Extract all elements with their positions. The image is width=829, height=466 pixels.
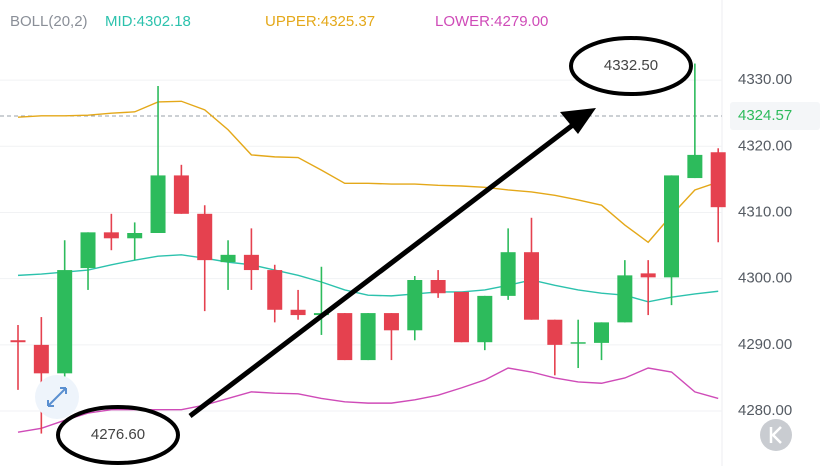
candle-body bbox=[430, 279, 446, 294]
candle-body bbox=[547, 319, 563, 345]
k-button[interactable] bbox=[760, 419, 792, 451]
y-tick-label: 4280.00 bbox=[738, 402, 792, 419]
y-tick-label: 4290.00 bbox=[738, 336, 792, 353]
candle-body bbox=[407, 279, 423, 331]
y-tick-label: 4320.00 bbox=[738, 137, 792, 154]
candle-body bbox=[383, 313, 399, 331]
legend-entry: LOWER:4279.00 bbox=[435, 13, 548, 30]
y-tick-label: 4300.00 bbox=[738, 270, 792, 287]
annotation-label: 4332.50 bbox=[604, 57, 658, 74]
candle-body bbox=[360, 313, 376, 361]
candle-body bbox=[80, 232, 96, 269]
candle-body bbox=[290, 309, 306, 316]
candle-body bbox=[687, 154, 703, 179]
candle-body bbox=[477, 295, 493, 343]
last-price-label: 4324.57 bbox=[738, 107, 792, 124]
indicator-name: BOLL(20,2) bbox=[10, 13, 88, 30]
annotation-label: 4276.60 bbox=[91, 426, 145, 443]
candle-body bbox=[617, 275, 633, 323]
legend-entry: MID:4302.18 bbox=[105, 13, 191, 30]
candle-body bbox=[150, 175, 166, 233]
candle-body bbox=[173, 175, 189, 214]
last-price-box bbox=[730, 102, 820, 131]
candle-body bbox=[220, 254, 236, 263]
arrow-line bbox=[188, 116, 584, 418]
candle-body bbox=[500, 252, 516, 296]
legend-entry: UPPER:4325.37 bbox=[265, 13, 375, 30]
expand-icon[interactable] bbox=[35, 375, 79, 419]
candle-body bbox=[570, 342, 586, 344]
candle-body bbox=[640, 273, 656, 278]
candle-body bbox=[127, 233, 143, 239]
legend: BOLL(20,2) MID:4302.18 UPPER:4325.37 LOWER… bbox=[10, 13, 548, 30]
y-tick-label: 4330.00 bbox=[738, 71, 792, 88]
candle-body bbox=[103, 232, 119, 239]
candle-body bbox=[664, 175, 680, 278]
candle-body bbox=[197, 213, 213, 261]
icon-glyph bbox=[47, 387, 67, 407]
candle-body bbox=[10, 340, 26, 343]
overlay: 4332.50 4276.60 bbox=[35, 36, 792, 465]
candle-body bbox=[337, 313, 353, 361]
candle-body bbox=[267, 270, 283, 310]
candle-body bbox=[594, 322, 609, 343]
k-button-bg[interactable] bbox=[760, 419, 792, 451]
band-line bbox=[17, 100, 719, 244]
candles bbox=[10, 63, 726, 434]
annotation-ellipse bbox=[56, 405, 180, 465]
candle-body bbox=[523, 252, 539, 320]
candle-body bbox=[710, 152, 726, 208]
annotation-ellipse bbox=[569, 36, 693, 96]
k-glyph bbox=[769, 426, 782, 444]
arrow-head bbox=[560, 108, 596, 134]
y-tick-label: 4310.00 bbox=[738, 203, 792, 220]
candle-body bbox=[243, 254, 259, 271]
candle-body bbox=[33, 344, 49, 374]
candle-body bbox=[57, 270, 73, 374]
candle-body bbox=[453, 291, 469, 343]
